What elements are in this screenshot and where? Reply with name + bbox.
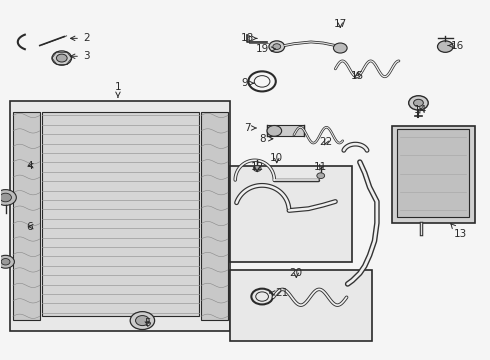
Circle shape (1, 258, 10, 265)
Circle shape (333, 43, 347, 53)
Text: 2: 2 (71, 33, 90, 43)
Circle shape (273, 44, 281, 49)
Bar (392, 126, 475, 223)
Circle shape (253, 166, 261, 171)
Text: 4: 4 (26, 161, 33, 171)
Circle shape (52, 51, 72, 65)
Text: 22: 22 (319, 138, 332, 147)
Text: 8: 8 (259, 134, 273, 144)
Text: 16: 16 (448, 41, 464, 50)
Circle shape (438, 41, 453, 52)
Circle shape (130, 312, 155, 329)
Bar (10, 101, 230, 330)
Circle shape (56, 54, 67, 62)
Text: 5: 5 (144, 319, 150, 328)
Bar (201, 112, 228, 320)
Text: 3: 3 (71, 51, 90, 61)
Bar (13, 112, 40, 320)
Circle shape (269, 41, 285, 52)
Bar (267, 126, 304, 136)
Bar (230, 166, 352, 262)
Circle shape (0, 255, 14, 268)
Text: 11: 11 (314, 162, 327, 172)
Bar (397, 129, 469, 217)
Circle shape (136, 316, 149, 325)
Text: 10: 10 (270, 153, 283, 163)
Circle shape (409, 96, 428, 110)
Text: 20: 20 (290, 268, 303, 278)
Circle shape (414, 99, 423, 107)
Text: 14: 14 (414, 105, 427, 115)
Text: 13: 13 (451, 224, 466, 239)
Text: 18: 18 (241, 33, 257, 43)
Text: 19: 19 (255, 44, 276, 54)
Bar (230, 270, 372, 341)
Text: 15: 15 (351, 71, 364, 81)
Text: 7: 7 (244, 123, 256, 133)
Text: 12: 12 (250, 162, 264, 172)
Circle shape (267, 126, 282, 136)
Circle shape (317, 173, 325, 179)
Text: 9: 9 (242, 78, 254, 88)
Text: 17: 17 (334, 19, 347, 29)
Circle shape (0, 193, 11, 202)
Bar (42, 112, 198, 316)
Text: 21: 21 (270, 288, 288, 298)
Text: 6: 6 (26, 222, 33, 231)
Circle shape (0, 190, 16, 206)
Text: 1: 1 (115, 82, 121, 97)
